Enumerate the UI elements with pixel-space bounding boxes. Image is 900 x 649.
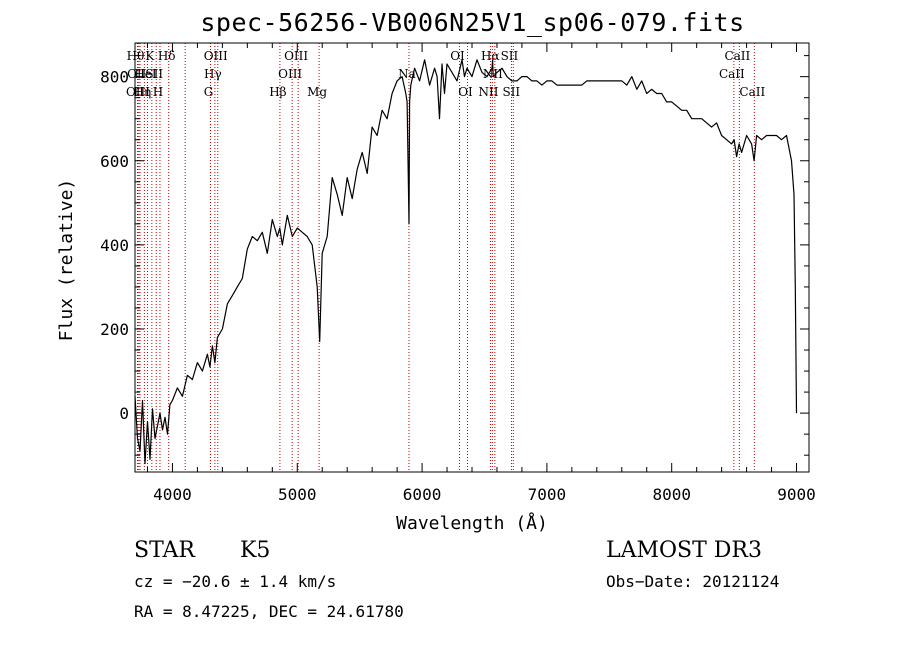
- y-tick-label: 0: [119, 404, 129, 423]
- line-label-21: Hα: [481, 49, 500, 63]
- line-label-15: OIII: [284, 49, 308, 63]
- line-label-23: SII: [501, 49, 519, 63]
- line-label-27: CaII: [739, 85, 765, 99]
- axis-ticks: 4000 5000 6000 7000 8000 9000 0 200 400 600 800: [100, 43, 816, 504]
- x-tick-label: 6000: [403, 485, 442, 504]
- line-label-18: OI: [450, 49, 465, 63]
- class-label: STAR: [134, 538, 195, 563]
- coordinates-text: RA = 8.47225, DEC = 24.61780: [134, 602, 404, 621]
- line-label-2: OIII: [126, 85, 150, 99]
- x-tick-label: 5000: [278, 485, 317, 504]
- line-label-5: K: [145, 49, 155, 63]
- emission-line-markers: [136, 43, 755, 472]
- line-label-17: Na: [398, 67, 416, 81]
- line-label-25: CaII: [719, 67, 745, 81]
- y-tick-label: 600: [100, 152, 129, 171]
- line-labels: HθOIIOIIIHηHeIKSIIHHδGHγOIIIHβOIIIOIIIMg…: [126, 49, 766, 99]
- line-label-8: Hδ: [158, 49, 176, 63]
- survey-label: LAMOST DR3: [606, 538, 762, 563]
- line-label-12: OIII: [204, 49, 228, 63]
- line-label-16: Mg: [307, 85, 327, 99]
- line-label-22: NII: [483, 67, 503, 81]
- y-tick-label: 800: [100, 68, 129, 87]
- x-tick-label: 9000: [777, 485, 816, 504]
- line-label-13: Hβ: [269, 85, 286, 99]
- line-label-10: G: [204, 85, 214, 99]
- obs-date-text: Obs−Date: 20121124: [606, 572, 780, 591]
- spectrum-series: [134, 59, 798, 465]
- line-label-14: OIII: [278, 67, 302, 81]
- line-label-4: HeI: [134, 67, 157, 81]
- x-axis-label: Wavelength (Å): [396, 512, 548, 534]
- line-label-20: NII: [478, 85, 498, 99]
- x-tick-label: 4000: [153, 485, 192, 504]
- y-tick-label: 400: [100, 236, 129, 255]
- y-axis-label: Flux (relative): [56, 179, 77, 342]
- line-label-7: H: [153, 85, 163, 99]
- line-label-6: SII: [145, 67, 163, 81]
- subclass-label: K5: [240, 538, 271, 563]
- spectrum-line: [134, 59, 798, 465]
- line-label-19: OI: [458, 85, 473, 99]
- line-label-11: Hγ: [204, 67, 222, 81]
- x-tick-label: 7000: [528, 485, 567, 504]
- line-label-3: Hη: [134, 85, 152, 99]
- line-label-0: Hθ: [127, 49, 145, 63]
- plot-frame: [134, 42, 810, 473]
- line-label-1: OII: [127, 67, 147, 81]
- x-tick-label: 8000: [652, 485, 691, 504]
- y-tick-label: 200: [100, 320, 129, 339]
- redshift-text: cz = −20.6 ± 1.4 km/s: [134, 572, 337, 591]
- line-label-26: CaII: [724, 49, 750, 63]
- chart-title: spec-56256-VB006N25V1_sp06-079.fits: [200, 8, 745, 37]
- line-label-24: SII: [502, 85, 520, 99]
